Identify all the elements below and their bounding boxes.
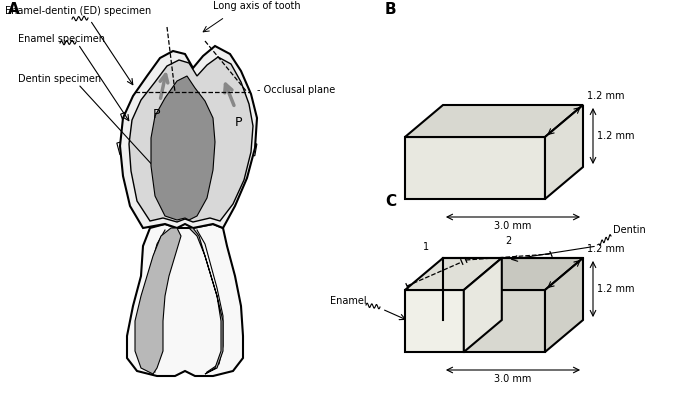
Polygon shape xyxy=(405,290,464,352)
Polygon shape xyxy=(151,76,215,220)
Text: A: A xyxy=(8,2,20,17)
Bar xyxy=(154,190,180,206)
Text: 3.0 mm: 3.0 mm xyxy=(494,221,531,231)
Text: - Occlusal plane: - Occlusal plane xyxy=(257,85,335,95)
Polygon shape xyxy=(464,258,583,290)
Polygon shape xyxy=(464,258,502,352)
Bar xyxy=(117,138,141,154)
Bar xyxy=(178,197,202,210)
Polygon shape xyxy=(545,258,583,352)
Bar xyxy=(231,107,255,125)
Polygon shape xyxy=(545,105,583,199)
Text: 1: 1 xyxy=(424,242,430,252)
Polygon shape xyxy=(135,228,181,374)
Polygon shape xyxy=(405,105,583,137)
Polygon shape xyxy=(127,224,243,376)
Text: 2: 2 xyxy=(505,236,511,246)
Text: Enamel: Enamel xyxy=(330,296,367,306)
Polygon shape xyxy=(464,290,545,352)
Bar xyxy=(196,185,222,201)
Text: C: C xyxy=(385,194,396,209)
Polygon shape xyxy=(120,46,257,228)
Text: 1.2 mm: 1.2 mm xyxy=(597,284,634,294)
Polygon shape xyxy=(405,258,502,290)
Polygon shape xyxy=(189,228,223,374)
Text: B: B xyxy=(385,2,397,17)
Text: 1.2 mm: 1.2 mm xyxy=(587,244,625,254)
Text: Long axis of tooth: Long axis of tooth xyxy=(213,1,301,11)
Polygon shape xyxy=(405,137,545,199)
Bar xyxy=(200,164,225,180)
Bar xyxy=(121,107,145,125)
Bar xyxy=(151,169,176,184)
Text: Enamel-dentin (ED) specimen: Enamel-dentin (ED) specimen xyxy=(5,6,151,16)
Text: P: P xyxy=(235,116,243,129)
Text: Dentin: Dentin xyxy=(613,225,646,235)
Text: Dentin specimen: Dentin specimen xyxy=(18,74,101,84)
Text: P: P xyxy=(153,108,161,121)
Bar xyxy=(233,140,257,156)
Polygon shape xyxy=(129,57,253,222)
Text: Enamel specimen: Enamel specimen xyxy=(18,34,105,44)
Text: 3.0 mm: 3.0 mm xyxy=(494,374,531,384)
Text: 1.2 mm: 1.2 mm xyxy=(597,131,634,141)
Text: 1.2 mm: 1.2 mm xyxy=(587,91,625,101)
